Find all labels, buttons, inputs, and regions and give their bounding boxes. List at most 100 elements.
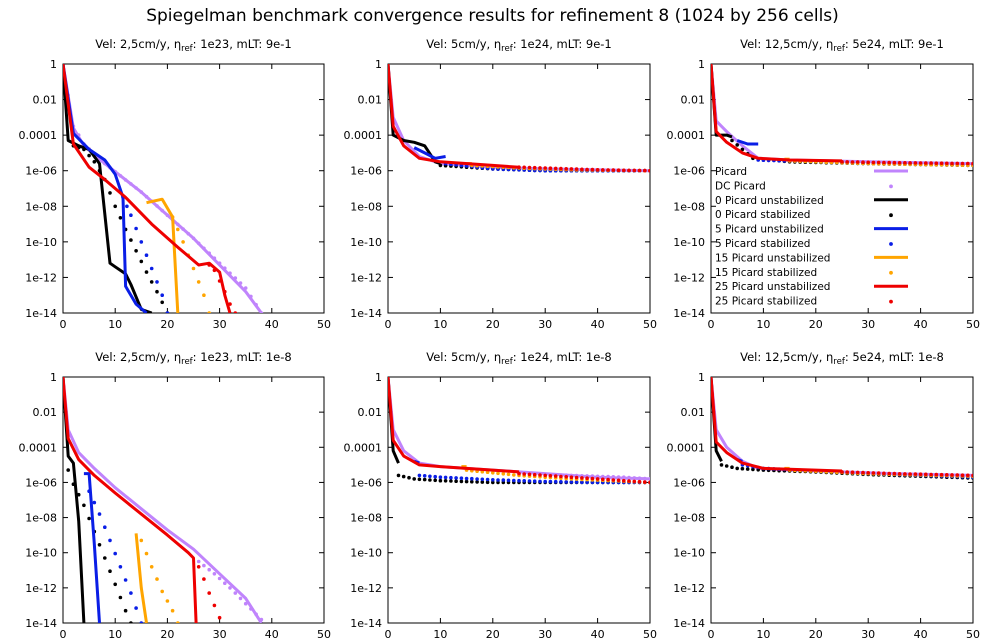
series-point-25-picard-stabilized — [627, 168, 631, 173]
series-point-dc-picard — [176, 222, 180, 227]
chart-panel-3: Vel: 12,5cm/y, ηref: 5e24, mLT: 9e-1 1 0.0… — [667, 37, 981, 331]
series-point-5-picard-stabilized — [538, 479, 542, 484]
series-point-25-picard-stabilized — [913, 472, 918, 476]
series-point-dc-picard — [622, 475, 626, 480]
series-point-25-picard-stabilized — [850, 160, 855, 164]
x-tick-label: 10 — [433, 628, 447, 641]
series-point-25-picard-stabilized — [517, 165, 521, 169]
series-point-25-picard-stabilized — [196, 565, 201, 569]
series-point-5-picard-stabilized — [517, 478, 521, 483]
series-point-dc-picard — [233, 591, 238, 595]
series-line-5-picard-unstabilized — [413, 146, 446, 160]
plot-frame — [387, 376, 651, 624]
y-tick-label: 1e-14 — [25, 307, 57, 320]
series-point-dc-picard — [118, 174, 123, 178]
series-point-0-picard-stabilized — [134, 249, 138, 253]
series-point-25-picard-stabilized — [606, 168, 610, 172]
series-point-15-picard-stabilized — [506, 472, 511, 477]
y-tick-label: 1e-08 — [350, 512, 382, 525]
series-point-25-picard-stabilized — [876, 471, 881, 475]
series-point-25-picard-stabilized — [897, 161, 902, 165]
series-point-5-picard-stabilized — [569, 480, 574, 484]
series-point-5-picard-stabilized — [459, 476, 464, 481]
series-point-25-picard-stabilized — [223, 289, 227, 294]
series-point-0-picard-stabilized — [730, 138, 734, 143]
series-point-dc-picard — [249, 294, 253, 299]
series-point-0-picard-stabilized — [438, 163, 443, 168]
series-point-15-picard-stabilized — [191, 266, 196, 271]
series-line-picard — [388, 377, 650, 481]
plot-frame — [62, 376, 325, 624]
series-point-25-picard-stabilized — [876, 160, 881, 165]
series-point-5-picard-stabilized — [134, 606, 138, 610]
y-tick-label: 1e-12 — [673, 271, 705, 284]
legend-swatch-0-picard-stabilized — [889, 213, 893, 218]
series-point-dc-picard — [223, 266, 227, 271]
series-point-dc-picard — [191, 236, 196, 241]
plot-frame — [62, 63, 325, 314]
series-point-25-picard-stabilized — [228, 302, 232, 306]
series-point-0-picard-stabilized — [129, 238, 133, 242]
series-point-25-picard-stabilized — [637, 168, 642, 173]
series-point-0-picard-stabilized — [422, 477, 427, 482]
series-point-25-picard-stabilized — [564, 167, 568, 171]
series-point-5-picard-stabilized — [129, 213, 133, 217]
series-point-dc-picard — [595, 474, 600, 479]
series-line-5-picard-unstabilized — [83, 472, 101, 623]
series-line-25-picard-unstabilized — [388, 377, 520, 474]
series-point-5-picard-stabilized — [87, 489, 91, 494]
series-point-5-picard-stabilized — [123, 578, 128, 582]
x-tick-label: 0 — [708, 628, 715, 641]
series-point-25-picard-stabilized — [538, 473, 542, 477]
legend-label-0-picard-unstabilized: 0 Picard unstabilized — [715, 195, 824, 207]
series-point-15-picard-stabilized — [491, 471, 495, 475]
series-point-25-picard-stabilized — [945, 161, 949, 166]
series-point-0-picard-stabilized — [449, 479, 453, 483]
x-tick-label: 40 — [914, 318, 928, 331]
panel-title-rest: : 5e24, mLT: 9e-1 — [845, 37, 944, 51]
series-point-25-picard-stabilized — [892, 160, 897, 165]
series-point-15-picard-stabilized — [176, 621, 180, 623]
x-tick-label: 0 — [385, 628, 392, 641]
plot-frame — [710, 63, 974, 314]
panel-title: Vel: 5cm/y, ηref: 1e24, mLT: 9e-1 — [426, 37, 611, 54]
series-point-0-picard-stabilized — [475, 480, 479, 484]
series-point-dc-picard — [181, 227, 185, 231]
series-line-25-picard-unstabilized — [388, 64, 520, 169]
series-point-25-picard-stabilized — [217, 279, 222, 283]
series-point-25-picard-stabilized — [855, 470, 860, 475]
x-tick-label: 20 — [809, 628, 823, 641]
series-point-5-picard-stabilized — [438, 475, 443, 480]
series-point-5-picard-stabilized — [149, 266, 154, 271]
series-point-dc-picard — [632, 476, 637, 480]
series-point-15-picard-stabilized — [149, 565, 154, 569]
series-point-25-picard-stabilized — [601, 477, 605, 482]
series-point-15-picard-stabilized — [139, 538, 144, 543]
series-point-dc-picard — [601, 474, 605, 479]
series-point-dc-picard — [123, 178, 128, 182]
series-point-0-picard-stabilized — [491, 480, 495, 485]
y-tick-label: 0.01 — [681, 94, 706, 107]
series-line-25-picard-unstabilized — [711, 64, 843, 163]
series-point-25-picard-stabilized — [522, 472, 526, 476]
y-tick-label: 1e-14 — [25, 617, 57, 630]
y-tick-label: 1e-12 — [350, 582, 382, 595]
series-point-15-picard-stabilized — [165, 599, 170, 603]
series-point-dc-picard — [212, 256, 217, 261]
panel-title-rest: : 1e24, mLT: 9e-1 — [513, 37, 612, 51]
panel-title: Vel: 12,5cm/y, ηref: 5e24, mLT: 1e-8 — [740, 350, 944, 367]
series-point-0-picard-stabilized — [71, 482, 76, 487]
series-point-0-picard-stabilized — [454, 479, 458, 484]
series-line-picard — [63, 64, 263, 313]
y-tick-label: 1e-14 — [350, 617, 382, 630]
legend-label-5-picard-unstabilized: 5 Picard unstabilized — [715, 224, 824, 236]
series-point-dc-picard — [202, 563, 206, 568]
series-point-15-picard-stabilized — [170, 215, 175, 219]
series-point-25-picard-stabilized — [632, 168, 637, 173]
series-point-0-picard-stabilized — [719, 463, 724, 467]
legend-swatch-25-picard-stabilized — [889, 299, 893, 304]
series-point-25-picard-stabilized — [616, 478, 621, 483]
series-point-25-picard-stabilized — [207, 263, 211, 267]
y-tick-label: 1 — [50, 58, 57, 71]
panel-title-sub: ref — [833, 44, 846, 54]
